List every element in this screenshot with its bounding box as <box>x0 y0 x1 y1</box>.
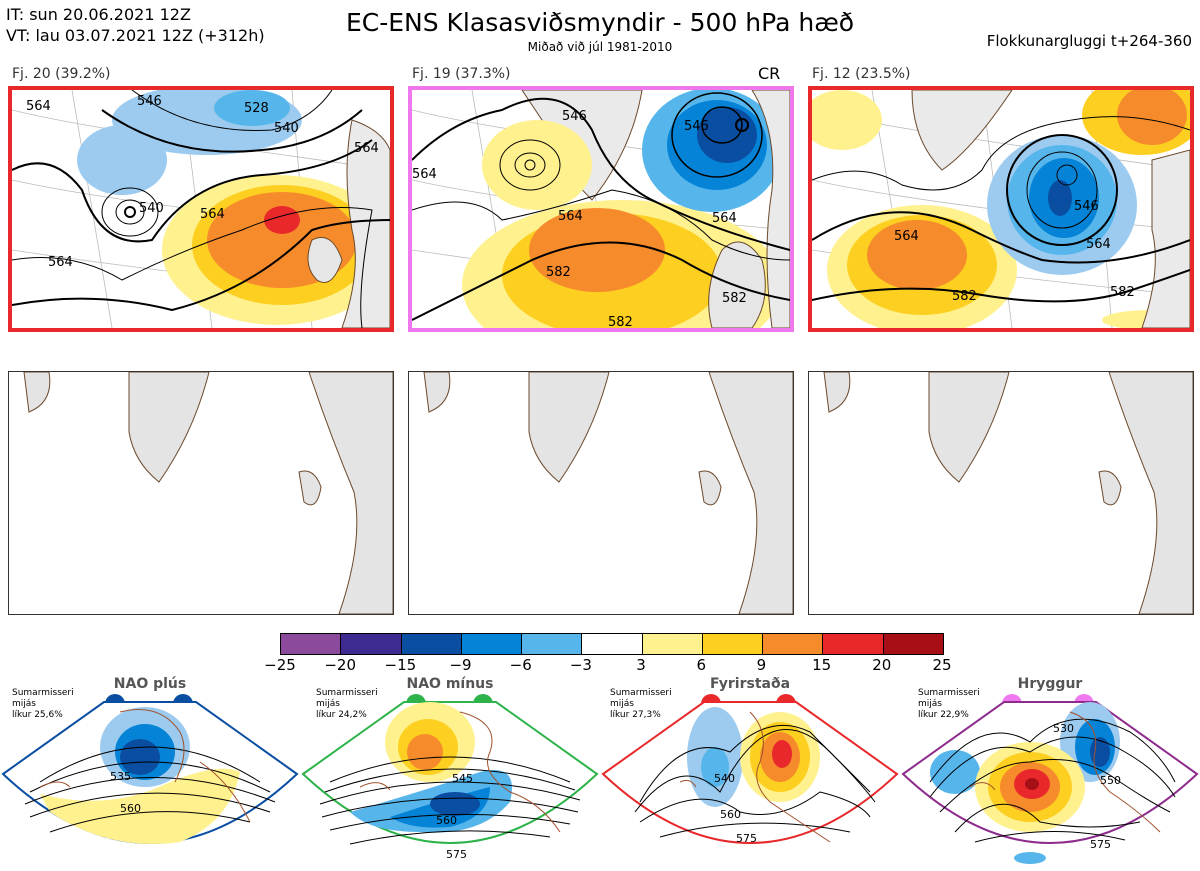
contour-label: 582 <box>546 265 571 280</box>
empty-map-1 <box>8 371 394 615</box>
colorbar-swatch <box>581 634 642 654</box>
colorbar-tick-label: −20 <box>324 656 356 674</box>
colorbar-swatch <box>521 634 582 654</box>
regime-panel-blocking: Sumarmisseri mijás líkur 27,3% Fyrirstaða … <box>600 672 900 871</box>
contour-label: 528 <box>244 101 269 116</box>
page-subtitle: Miðað við júl 1981-2010 <box>527 40 673 54</box>
colorbar <box>280 633 944 655</box>
cluster-map-2: 546 546 564 564 582 582 582 564 <box>408 86 794 332</box>
contour-label: 535 <box>110 770 131 783</box>
colorbar-tick-label: −6 <box>509 656 532 674</box>
colorbar-tick-label: 20 <box>872 656 892 674</box>
colorbar-swatch <box>281 634 341 654</box>
colorbar-tick-label: 25 <box>932 656 952 674</box>
cluster-map-3: 564 546 564 582 582 <box>808 86 1194 332</box>
contour-label: 546 <box>1074 199 1099 214</box>
regime-panel-ridge: Sumarmisseri mijás líkur 22,9% Hryggur 530… <box>900 672 1200 871</box>
contour-label: 582 <box>608 315 633 328</box>
regime-name: Fyrirstaða <box>709 676 791 692</box>
regime-info: Sumarmisseri mijás líkur 22,9% <box>918 688 980 720</box>
colorbar-tick-label: −15 <box>384 656 417 674</box>
empty-map-3 <box>808 371 1194 615</box>
contour-label: 564 <box>712 211 737 226</box>
valid-time: VT: lau 03.07.2021 12Z (+312h) <box>6 26 265 45</box>
colorbar-swatch <box>641 634 702 654</box>
contour-label: 560 <box>120 802 141 815</box>
colorbar-swatch <box>340 634 401 654</box>
cluster-label-3: Fj. 12 (23.5%) <box>812 66 911 82</box>
contour-label: 575 <box>446 848 467 861</box>
colorbar-swatch <box>400 634 461 654</box>
colorbar-tick-label: 6 <box>696 656 707 674</box>
contour-label: 582 <box>952 289 977 304</box>
colorbar-swatch <box>701 634 763 654</box>
contour-label: 564 <box>200 207 225 222</box>
contour-label: 540 <box>274 121 299 136</box>
contour-label: 546 <box>137 94 162 109</box>
contour-label: 564 <box>558 209 583 224</box>
colorbar-tick-label: −9 <box>449 656 472 674</box>
contour-label: 582 <box>722 291 747 306</box>
regime-info: Sumarmisseri mijás líkur 27,3% <box>610 688 672 720</box>
empty-map-2 <box>408 371 794 615</box>
contour-label: 564 <box>48 255 73 270</box>
contour-label: 564 <box>354 141 379 156</box>
contour-label: 560 <box>436 814 457 827</box>
contour-label: 575 <box>736 832 757 845</box>
cluster-map-1: 564 546 528 540 564 540 564 564 <box>8 86 394 332</box>
regime-panel-nao-plus: Sumarmisseri mijás líkur 25,6% NAO plús 53… <box>0 672 300 871</box>
colorbar-swatch <box>822 634 883 654</box>
contour-label: 546 <box>684 119 709 134</box>
contour-label: 540 <box>714 772 735 785</box>
contour-label: 545 <box>452 772 473 785</box>
contour-label: 564 <box>26 99 51 114</box>
contour-label: 540 <box>139 201 164 216</box>
colorbar-ticks: −25 −20 −15 −9 −6 −3 3 6 9 15 20 25 <box>264 656 951 676</box>
colorbar-swatch <box>762 634 823 654</box>
colorbar-swatch <box>460 634 522 654</box>
header-times: IT: sun 20.06.2021 12Z VT: lau 03.07.202… <box>6 4 265 46</box>
regime-name: Hryggur <box>1017 676 1083 692</box>
contour-label: 530 <box>1053 722 1074 735</box>
contour-label: 582 <box>1110 285 1135 300</box>
contour-label: 564 <box>1086 237 1111 252</box>
regime-panel-nao-minus: Sumarmisseri mijás líkur 24,2% NAO mínus 5… <box>300 672 600 871</box>
contour-label: 564 <box>412 167 437 182</box>
contour-label: 564 <box>894 229 919 244</box>
cluster-cr-tag: CR <box>758 64 781 83</box>
page-title: EC-ENS Klasasviðsmyndir - 500 hPa hæð <box>345 8 855 37</box>
regime-info: Sumarmisseri mijás líkur 24,2% <box>316 688 378 720</box>
colorbar-tick-label: 3 <box>636 656 646 674</box>
colorbar-tick-label: 15 <box>812 656 832 674</box>
contour-label: 546 <box>562 109 587 124</box>
regime-name: NAO mínus <box>406 676 494 692</box>
init-time: IT: sun 20.06.2021 12Z <box>6 5 191 24</box>
regime-name: NAO plús <box>113 676 187 692</box>
cluster-label-2: Fj. 19 (37.3%) <box>412 66 511 82</box>
colorbar-swatch <box>882 634 943 654</box>
colorbar-tick-label: 9 <box>756 656 767 674</box>
regime-info: Sumarmisseri mijás líkur 25,6% <box>12 688 74 720</box>
colorbar-tick-label: −25 <box>264 656 296 674</box>
contour-label: 560 <box>720 808 741 821</box>
cluster-label-1: Fj. 20 (39.2%) <box>12 66 111 82</box>
window-label: Flokkunargluggi t+264-360 <box>986 32 1192 50</box>
contour-label: 550 <box>1100 774 1121 787</box>
colorbar-tick-label: −3 <box>569 656 592 674</box>
contour-label: 575 <box>1090 838 1111 851</box>
